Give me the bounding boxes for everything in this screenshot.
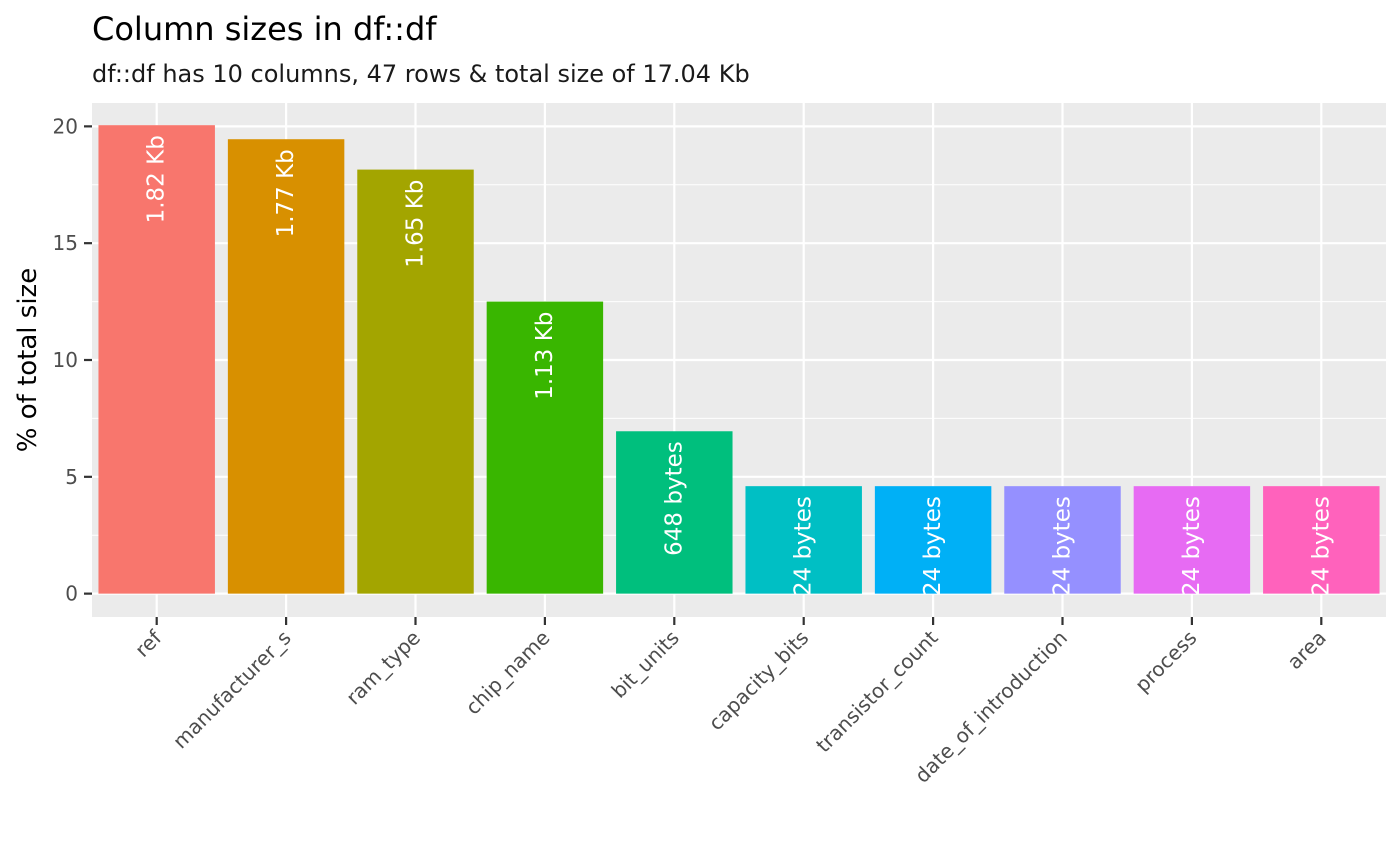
- bar-transistor_count: [874, 486, 992, 594]
- y-tick-label: 0: [65, 582, 78, 606]
- bar-ram_type: [357, 169, 474, 594]
- bar-value-label: 24 bytes: [1050, 496, 1076, 596]
- bar-ref: [98, 125, 215, 594]
- x-tick-label: process: [1130, 626, 1201, 697]
- y-tick-label: 5: [65, 465, 78, 489]
- bar-value-label: 648 bytes: [661, 441, 687, 556]
- bar-labels: 1.82 Kb 1.77 Kb 1.65 Kb 1.13 Kb 648 bytes 24 …: [144, 135, 1335, 596]
- bar-value-label: 1.77 Kb: [273, 149, 299, 237]
- x-tick-label: chip_name: [461, 626, 555, 720]
- bar-chip_name: [486, 301, 604, 594]
- bar-area: [1263, 486, 1380, 594]
- x-axis: ref manufacturer_s ram_type chip_name bit_un…: [130, 617, 1331, 788]
- bars: [98, 125, 1380, 594]
- y-tick-label: 10: [53, 348, 78, 372]
- bar-value-label: 24 bytes: [1308, 496, 1334, 596]
- bar-value-label: 1.65 Kb: [403, 180, 429, 268]
- y-tick-label: 20: [53, 114, 78, 138]
- x-tick-label: area: [1282, 626, 1331, 675]
- bar-capacity_bits: [745, 486, 862, 594]
- x-tick-label: bit_units: [607, 626, 684, 703]
- chart-title: Column sizes in df::df: [92, 10, 437, 48]
- y-tick-label: 15: [53, 231, 78, 255]
- x-tick-label: ram_type: [341, 626, 425, 710]
- y-axis: 0 5 10 15 20: [53, 114, 92, 606]
- y-axis-label: % of total size: [13, 268, 43, 452]
- bar-value-label: 24 bytes: [1179, 496, 1205, 596]
- bar-manufacturer_s: [227, 139, 345, 594]
- bar-value-label: 1.13 Kb: [532, 312, 558, 400]
- x-tick-label: capacity_bits: [704, 626, 814, 736]
- bar-date_of_introduction: [1004, 486, 1121, 594]
- x-tick-label: manufacturer_s: [168, 626, 296, 754]
- bar-bit_units: [616, 431, 733, 594]
- x-tick-label: transistor_count: [811, 625, 943, 757]
- chart-subtitle: df::df has 10 columns, 47 rows & total s…: [92, 60, 750, 88]
- x-tick-label: ref: [130, 625, 167, 662]
- bar-process: [1133, 486, 1251, 594]
- bar-value-label: 24 bytes: [920, 496, 946, 596]
- bar-value-label: 24 bytes: [791, 496, 817, 596]
- bar-value-label: 1.82 Kb: [144, 135, 170, 223]
